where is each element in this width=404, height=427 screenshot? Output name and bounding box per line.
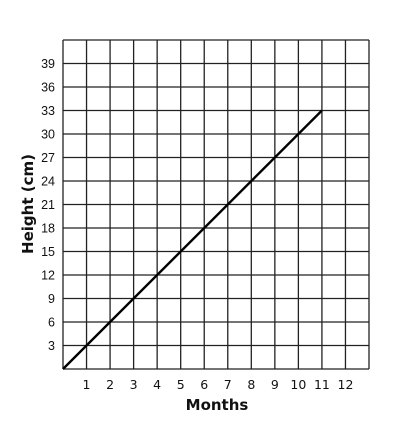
y-tick-label: 36 <box>41 81 55 95</box>
y-tick-label: 3 <box>48 339 55 353</box>
y-tick-label: 12 <box>41 269 55 283</box>
y-tick-label: 21 <box>41 198 55 212</box>
y-tick-label: 27 <box>41 151 55 165</box>
x-tick-label: 5 <box>177 377 185 392</box>
y-tick-label: 6 <box>48 316 55 330</box>
x-tick-label: 10 <box>290 377 306 392</box>
x-tick-label: 8 <box>247 377 255 392</box>
x-tick-label: 12 <box>338 377 354 392</box>
y-tick-label: 15 <box>41 245 55 259</box>
chart-grid <box>62 39 370 370</box>
x-tick-label: 2 <box>106 377 114 392</box>
x-tick-label: 9 <box>271 377 279 392</box>
y-tick-label: 39 <box>41 57 55 71</box>
x-tick-label: 6 <box>200 377 208 392</box>
series-line <box>62 109 323 370</box>
y-tick-label: 9 <box>48 292 55 306</box>
x-axis-title: Months <box>186 396 249 414</box>
x-axis-ticks: 1 2 3 4 5 6 7 8 9 10 11 12 <box>83 377 354 392</box>
y-tick-label: 30 <box>41 128 55 142</box>
y-tick-label: 18 <box>41 222 55 236</box>
x-tick-label: 4 <box>153 377 161 392</box>
y-tick-label: 24 <box>41 175 55 189</box>
chart-series <box>62 109 323 370</box>
x-tick-label: 7 <box>224 377 232 392</box>
x-tick-label: 11 <box>314 377 330 392</box>
x-tick-label: 1 <box>83 377 91 392</box>
x-tick-label: 3 <box>130 377 138 392</box>
y-axis-title: Height (cm) <box>19 154 37 254</box>
y-tick-label: 33 <box>41 104 55 118</box>
